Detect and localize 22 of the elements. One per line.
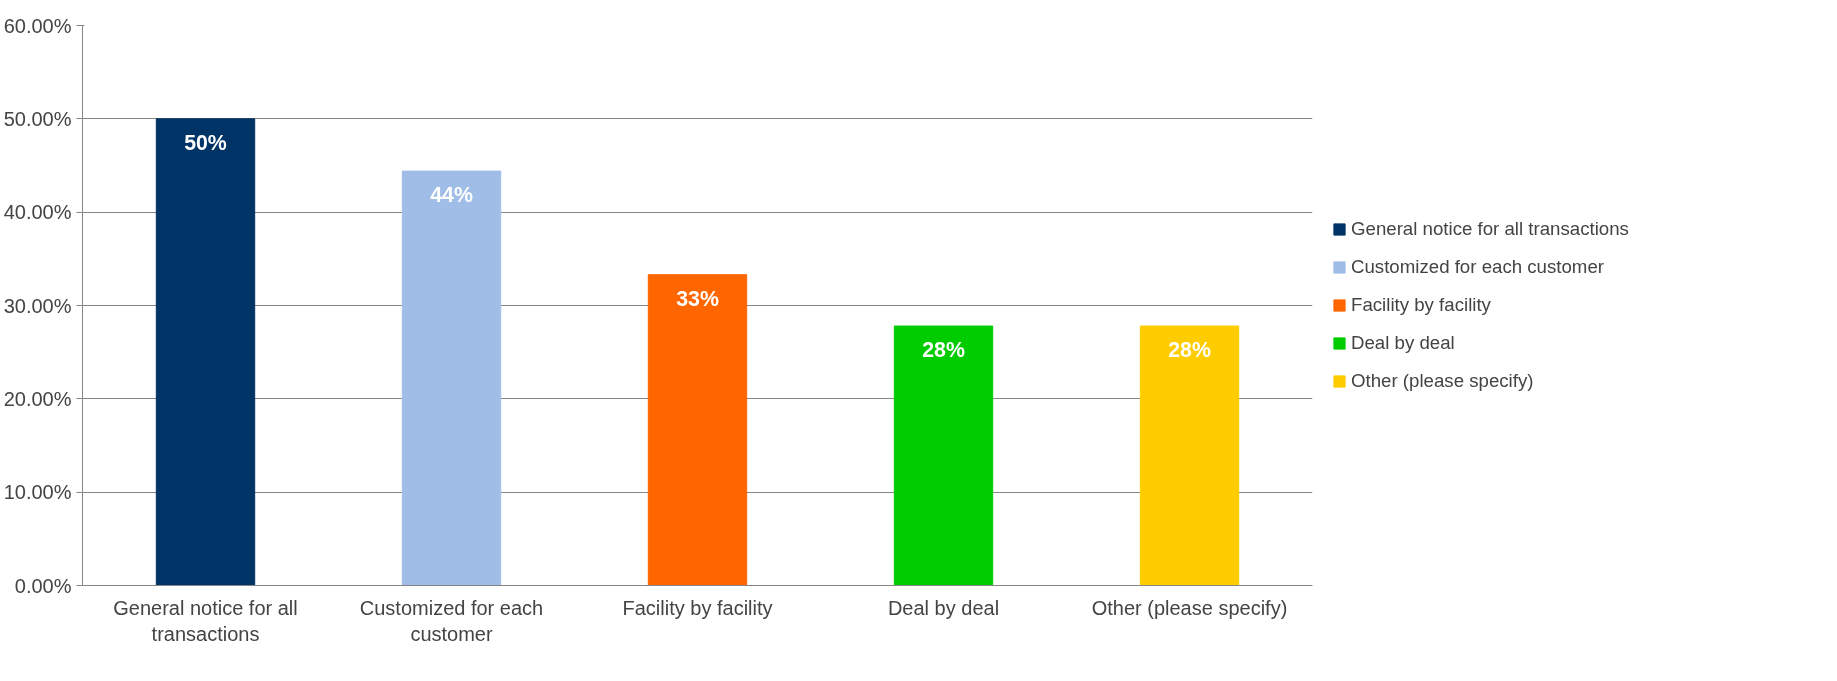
legend-label: General notice for all transactions: [1351, 218, 1629, 240]
y-tick-label: 60.00%: [3, 14, 72, 37]
y-tick-label: 0.00%: [14, 574, 72, 597]
data-label: 33%: [676, 286, 719, 311]
legend-label: Customized for each customer: [1351, 256, 1604, 278]
x-tick-label: General notice for all transactions: [113, 596, 298, 645]
data-label: 50%: [184, 130, 227, 155]
data-label: 28%: [922, 338, 965, 363]
data-label: 44%: [430, 183, 473, 208]
x-tick-label: Deal by deal: [887, 596, 1000, 619]
y-tick-label: 10.00%: [3, 481, 72, 504]
y-tick-label: 50.00%: [3, 107, 72, 130]
y-tick-label: 20.00%: [3, 387, 72, 410]
y-tick-label: 40.00%: [3, 201, 72, 224]
data-label: 28%: [1168, 338, 1211, 363]
x-tick-label: Customized for each customer: [359, 596, 544, 645]
legend-label: Other (please specify): [1351, 370, 1534, 392]
x-tick-label: Facility by facility: [622, 596, 773, 619]
x-tick-label: Other (please specify): [1091, 596, 1288, 619]
legend-label: Deal by deal: [1351, 332, 1455, 354]
y-tick-label: 30.00%: [3, 294, 72, 317]
legend-label: Facility by facility: [1351, 294, 1491, 316]
